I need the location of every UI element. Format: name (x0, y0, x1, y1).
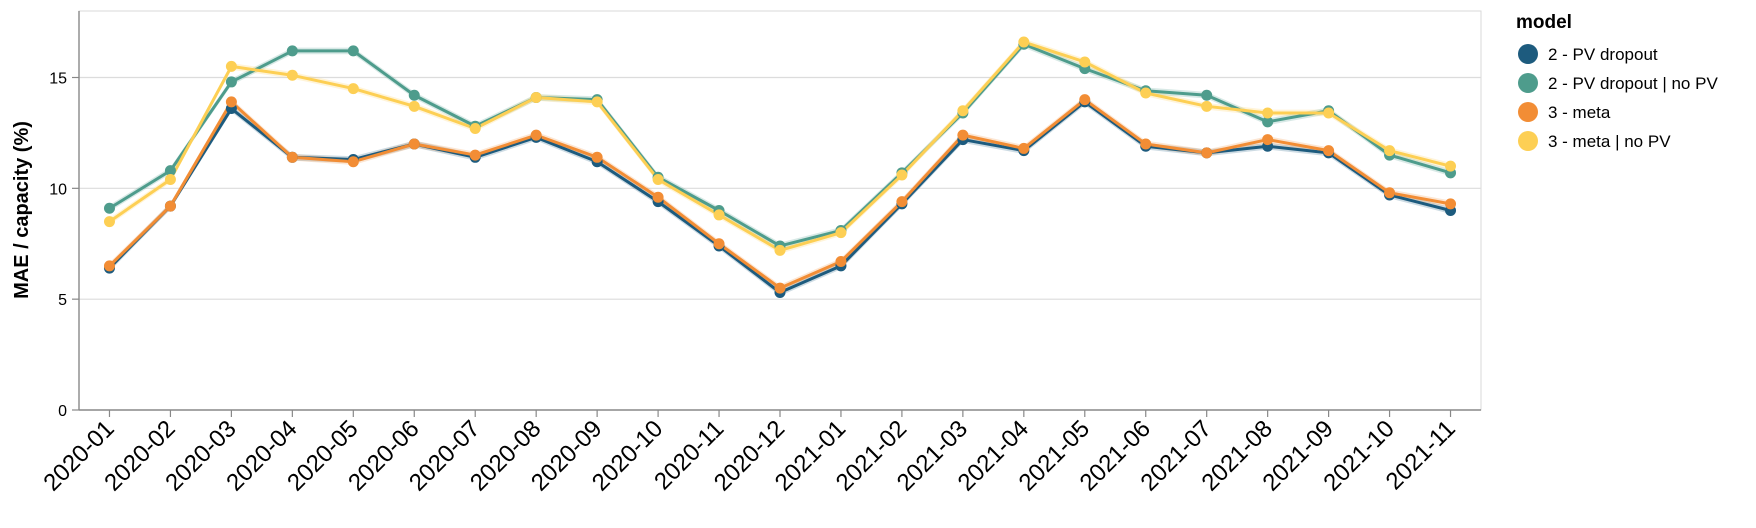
data-point (469, 122, 481, 134)
data-point (225, 60, 237, 72)
legend-label: 2 - PV dropout (1548, 45, 1658, 64)
data-point (408, 138, 420, 150)
data-point (1445, 198, 1457, 210)
y-tick-label: 10 (49, 181, 67, 198)
data-point (1323, 145, 1335, 157)
data-point (1262, 107, 1274, 119)
legend-swatch (1518, 73, 1538, 93)
legend-label: 2 - PV dropout | no PV (1548, 74, 1718, 93)
data-point (347, 156, 359, 168)
data-point (164, 165, 176, 177)
data-point (652, 173, 664, 185)
data-point (286, 69, 298, 81)
data-point (530, 129, 542, 141)
data-point (1201, 147, 1213, 159)
data-point (1384, 187, 1396, 199)
data-point (591, 151, 603, 163)
legend-label: 3 - meta | no PV (1548, 132, 1671, 151)
data-point (1140, 138, 1152, 150)
data-point (347, 83, 359, 95)
legend-swatch (1518, 44, 1538, 64)
series-band (109, 96, 1451, 292)
data-point (1262, 116, 1274, 128)
data-point (286, 45, 298, 57)
series-line (108, 98, 1451, 290)
series-confidence-bands (109, 38, 1451, 296)
legend-swatch (1518, 102, 1538, 122)
data-point (835, 227, 847, 239)
data-point (347, 45, 359, 57)
y-tick-label: 5 (58, 292, 67, 309)
data-point (591, 96, 603, 108)
axes: 0510152020-012020-022020-032020-042020-0… (38, 11, 1481, 497)
data-point (896, 196, 908, 208)
data-point (408, 89, 420, 101)
data-point (1018, 142, 1030, 154)
data-point (103, 216, 115, 228)
series-points (103, 36, 1457, 299)
data-point (164, 173, 176, 185)
data-point (1018, 36, 1030, 48)
data-point (774, 282, 786, 294)
data-point (408, 100, 420, 112)
y-tick-label: 0 (58, 403, 67, 420)
data-point (957, 129, 969, 141)
data-point (1201, 89, 1213, 101)
y-tick-label: 15 (49, 71, 67, 88)
legend-label: 3 - meta (1548, 103, 1611, 122)
data-point (957, 105, 969, 117)
legend-swatch (1518, 131, 1538, 151)
data-point (103, 202, 115, 214)
data-point (835, 255, 847, 267)
data-point (1201, 100, 1213, 112)
data-point (713, 209, 725, 221)
data-point (286, 151, 298, 163)
data-point (652, 191, 664, 203)
series-band (109, 98, 1451, 296)
data-point (1445, 160, 1457, 172)
data-point (1384, 145, 1396, 157)
data-point (1323, 107, 1335, 119)
data-point (225, 96, 237, 108)
data-point (896, 169, 908, 181)
legend: model 2 - PV dropout 2 - PV dropout | no P… (1516, 12, 1718, 151)
data-point (774, 244, 786, 256)
y-axis-title: MAE / capacity (%) (11, 121, 33, 299)
data-point (713, 238, 725, 250)
data-point (530, 91, 542, 103)
data-point (1262, 134, 1274, 146)
legend-title: model (1516, 12, 1572, 33)
data-point (1140, 87, 1152, 99)
series-line (108, 100, 1451, 295)
data-point (225, 76, 237, 88)
data-point (103, 260, 115, 272)
data-point (164, 200, 176, 212)
data-point (469, 149, 481, 161)
data-point (1079, 56, 1091, 68)
data-point (1079, 94, 1091, 106)
